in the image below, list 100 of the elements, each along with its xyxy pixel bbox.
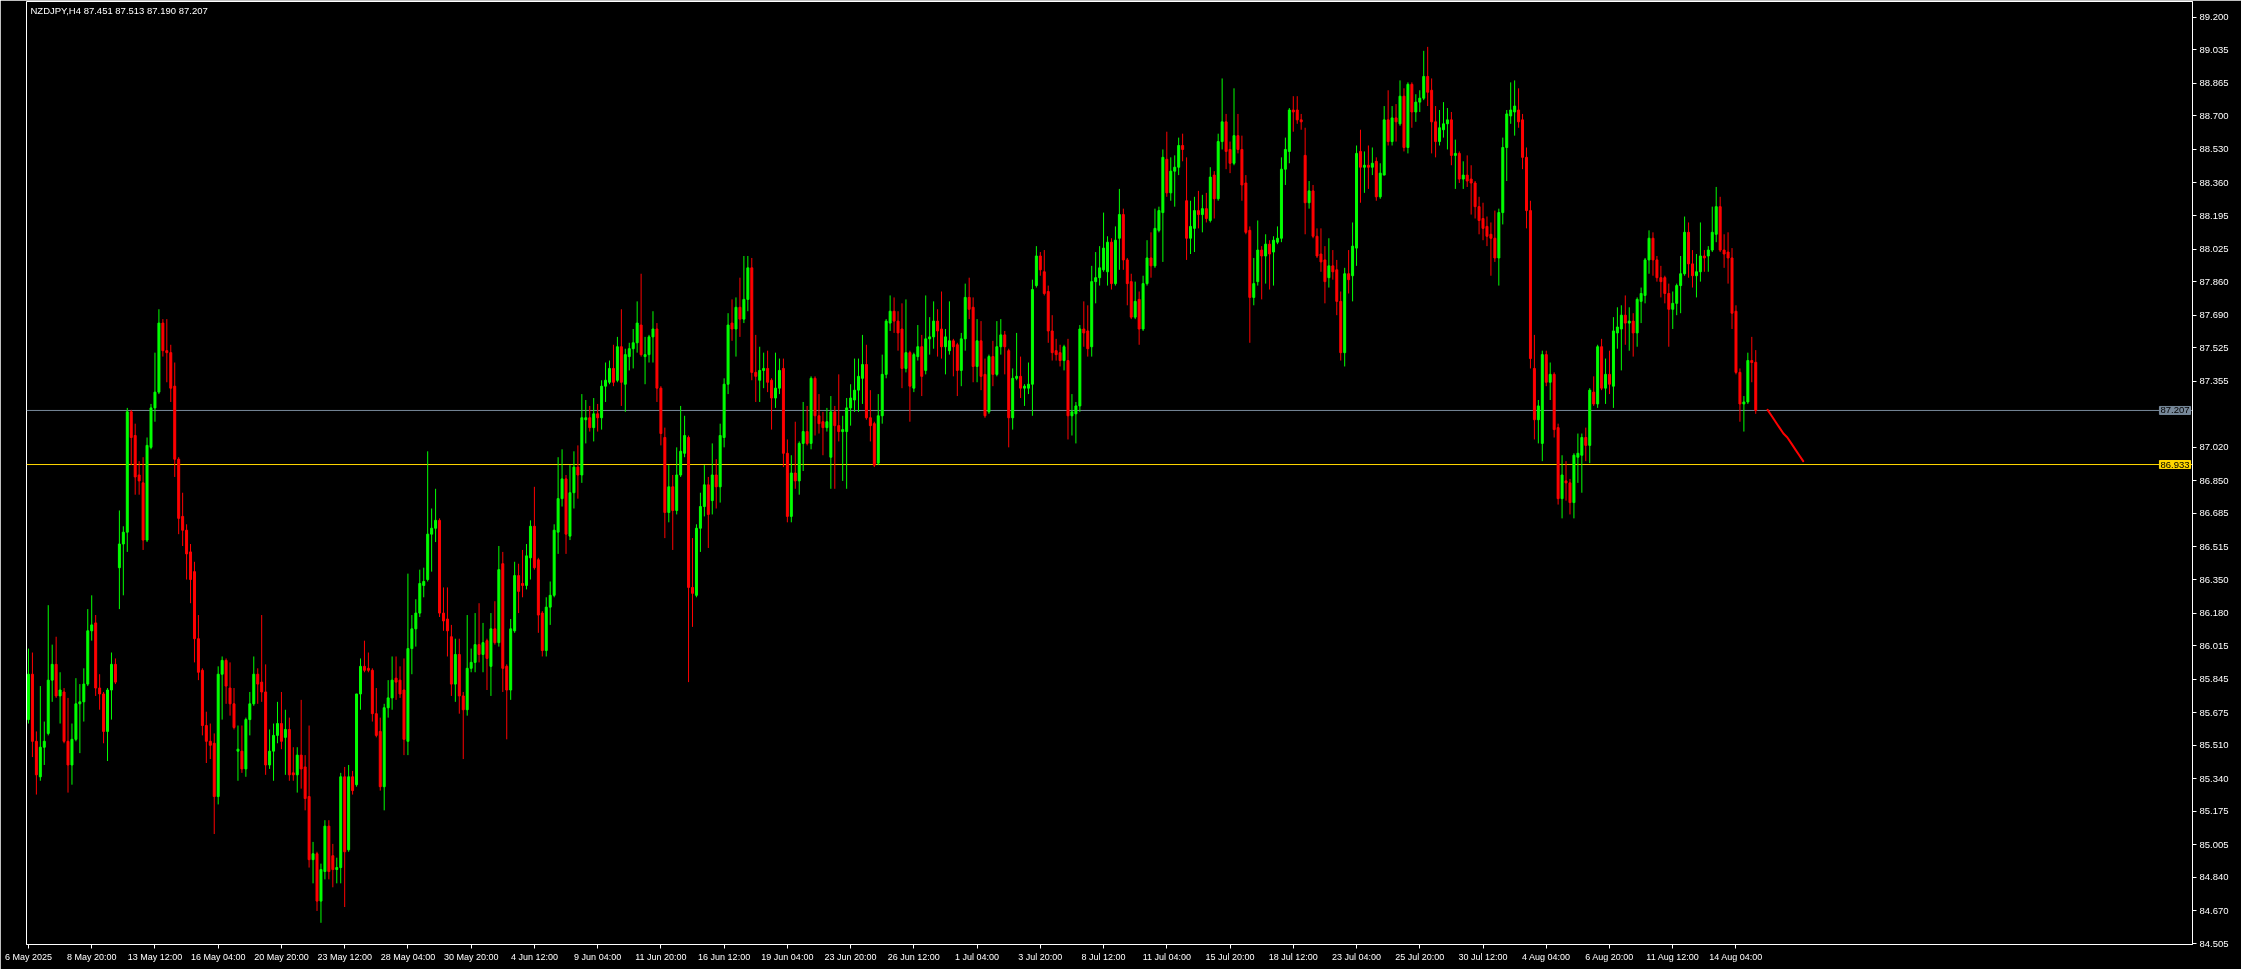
candlestick — [1086, 304, 1090, 358]
candlestick — [1062, 344, 1066, 371]
candlestick — [651, 310, 655, 364]
x-tick-label: 30 Jul 12:00 — [1458, 951, 1508, 962]
y-tick-label: 87.690 — [2199, 309, 2229, 321]
y-tick-label: 84.670 — [2199, 904, 2229, 916]
candlestick — [774, 352, 777, 409]
candlestick — [1098, 245, 1102, 287]
candlestick — [1133, 281, 1137, 320]
chart-title: NZDJPY,H4 87.451 87.513 87.190 87.207 — [30, 4, 208, 16]
candlestick — [1291, 95, 1295, 133]
candlestick — [932, 300, 936, 350]
y-tick-label: 85.340 — [2199, 772, 2229, 784]
y-tick-label: 88.025 — [2199, 243, 2229, 255]
candlestick — [1327, 237, 1331, 289]
y-tick-label: 86.350 — [2199, 573, 2229, 585]
candlestick — [1698, 221, 1702, 283]
candlestick — [1347, 249, 1351, 294]
y-tick-label: 88.700 — [2199, 109, 2229, 121]
x-tick-label: 11 Aug 12:00 — [1646, 951, 1699, 962]
candlestick — [1117, 188, 1121, 271]
candlestick — [485, 638, 489, 691]
y-tick-label: 88.195 — [2199, 209, 2229, 221]
candlestick — [947, 300, 951, 356]
x-tick-label: 13 May 12:00 — [127, 951, 183, 962]
y-tick-label: 88.360 — [2199, 177, 2229, 188]
candlestick — [1453, 139, 1457, 190]
candlestick — [1608, 350, 1611, 395]
x-tick-label: 23 May 12:00 — [317, 951, 372, 962]
y-tick-label: 87.860 — [2199, 275, 2229, 287]
ref-line-label: 87.207 — [2160, 404, 2190, 416]
candlestick — [857, 358, 860, 413]
candlestick — [734, 296, 738, 358]
x-tick-label: 26 Jun 12:00 — [887, 951, 940, 962]
candlestick — [940, 291, 943, 360]
candlestick — [611, 344, 615, 387]
candlestick — [351, 770, 355, 796]
candlestick — [991, 340, 995, 387]
candlestick — [1548, 362, 1552, 401]
candlestick — [1196, 190, 1200, 229]
x-tick-label: 20 May 20:00 — [254, 951, 309, 962]
candlestick — [1702, 249, 1706, 273]
candlestick — [445, 586, 449, 657]
candlestick — [805, 405, 809, 446]
candlestick — [1200, 194, 1204, 233]
candlestick — [1627, 306, 1631, 352]
y-tick-label: 88.530 — [2199, 143, 2229, 155]
candlestick — [1560, 454, 1564, 519]
candlestick — [117, 509, 121, 610]
candlestick — [1204, 192, 1208, 223]
candlestick — [521, 549, 525, 598]
candlestick — [1019, 356, 1023, 399]
y-tick-label: 86.515 — [2199, 540, 2229, 552]
candlestick — [279, 691, 283, 750]
candlestick — [1038, 251, 1042, 277]
x-tick-label: 14 Aug 04:00 — [1709, 951, 1763, 962]
candlestick — [236, 725, 240, 782]
candlestick — [1386, 89, 1390, 147]
candlestick — [477, 602, 481, 663]
candlestick — [1631, 312, 1635, 358]
candlestick — [481, 622, 485, 673]
candlestick — [730, 298, 734, 342]
candlestick — [1149, 231, 1153, 279]
candlestick — [1023, 383, 1027, 407]
candlestick — [283, 709, 287, 776]
x-tick-label: 4 Aug 04:00 — [1521, 951, 1571, 962]
y-tick-label: 85.845 — [2199, 673, 2229, 685]
candlestick — [394, 655, 398, 701]
x-tick-label: 19 Jun 04:00 — [761, 951, 814, 962]
candlestick — [1710, 206, 1714, 253]
candlestick — [742, 255, 746, 324]
candlestick — [1082, 300, 1086, 348]
x-tick-label: 16 May 04:00 — [190, 951, 246, 962]
candlestick — [1694, 253, 1698, 298]
y-tick-label: 86.850 — [2199, 474, 2229, 486]
candlestick — [1359, 129, 1362, 204]
x-tick-label: 11 Jun 20:00 — [635, 951, 687, 962]
y-tick-label: 88.865 — [2199, 77, 2229, 89]
x-tick-label: 18 Jul 12:00 — [1268, 951, 1318, 962]
candlestick — [1604, 358, 1608, 405]
candlestick — [904, 298, 908, 373]
candlestick — [1584, 427, 1588, 462]
candlestick — [113, 657, 117, 685]
ref-line-label: 86.933 — [2160, 458, 2190, 470]
candlestick — [1252, 257, 1256, 306]
x-tick-label: 15 Jul 20:00 — [1205, 951, 1255, 962]
y-tick-label: 85.675 — [2199, 706, 2229, 718]
candlestick — [1592, 375, 1596, 407]
candlestick — [517, 563, 521, 614]
x-tick-label: 9 Jun 04:00 — [574, 951, 622, 962]
x-tick-label: 28 May 04:00 — [380, 951, 436, 962]
candlestick — [936, 308, 940, 358]
candlestick — [493, 600, 497, 646]
candlestick — [714, 458, 718, 510]
y-tick-label: 86.685 — [2199, 507, 2229, 519]
candlestick — [473, 612, 477, 673]
x-tick-label: 1 Jul 04:00 — [955, 951, 1000, 962]
y-tick-label: 87.525 — [2199, 341, 2229, 353]
y-tick-label: 86.015 — [2199, 639, 2229, 651]
candlestick — [1619, 304, 1623, 371]
